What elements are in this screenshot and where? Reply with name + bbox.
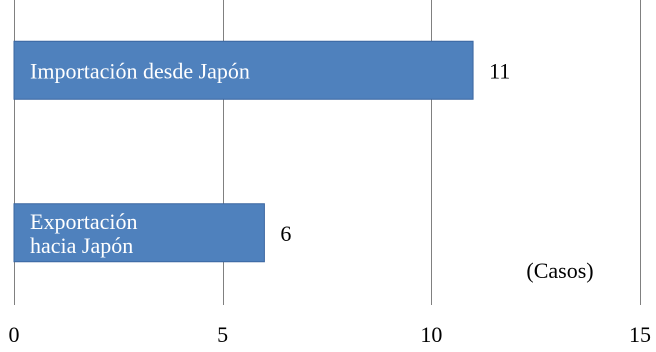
value-label-0: 11 (489, 58, 510, 83)
x-tick-label-2: 10 (420, 322, 442, 347)
bar-0 (13, 40, 474, 100)
bar-label-0: Importación desde Japón (30, 58, 250, 83)
bar-label-1: Exportación hacia Japón (30, 209, 138, 258)
unit-label: (Casos) (526, 258, 593, 283)
x-tick-labels: 0 5 10 15 (9, 322, 652, 347)
x-tick-label-1: 5 (217, 322, 228, 347)
x-tick-label-0: 0 (9, 322, 20, 347)
bar-1 (13, 203, 265, 263)
bars (13, 40, 474, 263)
x-tick-label-3: 15 (629, 322, 651, 347)
value-label-1: 6 (280, 221, 291, 246)
bar-labels: Importación desde Japón Exportación hacia … (30, 58, 250, 258)
value-labels: 11 6 (280, 58, 510, 246)
